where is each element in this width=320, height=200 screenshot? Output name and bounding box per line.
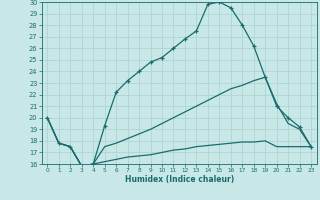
X-axis label: Humidex (Indice chaleur): Humidex (Indice chaleur): [124, 175, 234, 184]
